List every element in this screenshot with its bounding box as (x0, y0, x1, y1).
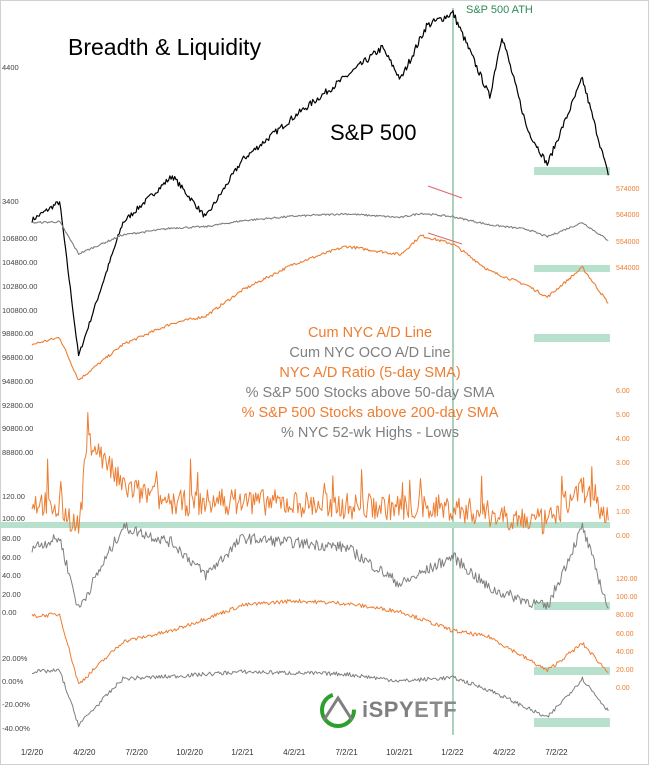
y-tick-right-ratio: 3.00 (616, 460, 630, 467)
y-tick-left-ad: 92800.00 (2, 401, 33, 410)
x-tick-label: 4/2/20 (73, 748, 96, 757)
y-tick-left-ratio: 120.00 (2, 492, 25, 501)
y-tick-right-ratio: 4.00 (616, 436, 630, 443)
x-tick-label: 7/2/22 (545, 748, 568, 757)
ispyetf-logo: iSPYETF (318, 690, 457, 730)
x-tick-label: 7/2/20 (126, 748, 149, 757)
y-tick-left-ad: 100800.00 (2, 306, 37, 315)
sp500-label: S&P 500 (330, 120, 417, 145)
logo-icon (320, 692, 356, 728)
divergence-line (427, 232, 463, 245)
y-tick-right-oco: 554000 (616, 239, 639, 246)
x-tick-label: 10/2/21 (386, 748, 413, 757)
legend-entry: % S&P 500 Stocks above 50-day SMA (245, 385, 495, 401)
support-band (534, 167, 610, 175)
logo-suffix: ETF (414, 697, 458, 722)
x-tick-label: 1/2/21 (231, 748, 254, 757)
y-tick-left-hilo: -20.00% (2, 700, 30, 709)
y-tick-left-hilo: -40.00% (2, 724, 30, 733)
support-band (534, 334, 610, 342)
y-tick-left-ad: 96800.00 (2, 353, 33, 362)
y-tick-left-ad: 98800.00 (2, 329, 33, 338)
y-tick-left-ad: 104800.00 (2, 258, 37, 267)
y-tick-right-pct200: 120.00 (616, 576, 638, 583)
y-tick-right-ratio: 6.00 (616, 388, 630, 395)
support-band (534, 265, 610, 272)
y-tick-left-ad: 94800.00 (2, 377, 33, 386)
y-tick-right-ratio: 1.00 (616, 509, 630, 516)
y-tick-right-pct200: 100.00 (616, 594, 638, 601)
y-tick-left-ad: 90800.00 (2, 424, 33, 433)
y-tick-right-ratio: 5.00 (616, 412, 630, 419)
y-tick-right-pct200: 60.00 (616, 631, 634, 638)
legend-entry: Cum NYC A/D Line (307, 325, 433, 341)
support-band (534, 602, 610, 610)
legend-entry: NYC A/D Ratio (5-day SMA) (279, 365, 461, 381)
support-band (0, 522, 610, 528)
y-tick-right-pct200: 40.00 (616, 649, 634, 656)
y-tick-left-ratio: 100.00 (2, 514, 25, 523)
y-tick-left-hilo: 0.00% (2, 677, 24, 686)
y-tick-right-pct200: 80.00 (616, 612, 634, 619)
y-tick-right-oco: 574000 (616, 186, 639, 193)
y-tick-right-oco: 544000 (616, 265, 639, 272)
y-tick-left-ad: 102800.00 (2, 282, 37, 291)
y-tick-right-pct200: 0.00 (616, 685, 630, 692)
logo-prefix: iSPY (362, 697, 415, 722)
series-line-cum-nyc-oco-a-d-line (31, 212, 609, 255)
x-tick-label: 1/2/22 (441, 748, 464, 757)
y-tick-left-pct50: 80.00 (2, 534, 21, 543)
y-tick-left-pct50: 0.00 (2, 608, 17, 617)
y-tick-left-ad: 106800.00 (2, 234, 37, 243)
series-line-nyc-a-d-ratio-5-day-sma (31, 412, 609, 535)
x-tick-label: 10/2/20 (176, 748, 203, 757)
legend-entry: Cum NYC OCO A/D Line (289, 345, 451, 361)
y-tick-left-pct50: 60.00 (2, 553, 21, 562)
x-tick-label: 4/2/22 (493, 748, 516, 757)
y-tick-right-pct200: 20.00 (616, 667, 634, 674)
x-tick-label: 4/2/21 (283, 748, 306, 757)
legend-entry: % NYC 52-wk Highs - Lows (280, 425, 460, 441)
y-tick-right-ratio: 0.00 (616, 533, 630, 540)
x-tick-label: 7/2/21 (335, 748, 358, 757)
support-band (534, 667, 610, 675)
y-tick-left-sp500: 4400 (2, 63, 19, 72)
legend-entry: % S&P 500 Stocks above 200-day SMA (241, 405, 499, 421)
support-band (534, 718, 610, 727)
ath-label: S&P 500 ATH (466, 4, 533, 16)
series-line-cum-nyc-a-d-line (31, 234, 609, 381)
chart-title: Breadth & Liquidity (68, 34, 262, 60)
series-line-s-p-500-stocks-above-200-day-sma (31, 598, 609, 684)
y-tick-left-pct50: 20.00 (2, 590, 21, 599)
y-tick-left-sp500: 3400 (2, 197, 19, 206)
series-line-s-p-500 (31, 9, 609, 357)
y-tick-right-ratio: 2.00 (616, 485, 630, 492)
divergence-line (427, 185, 463, 199)
x-tick-label: 1/2/20 (21, 748, 44, 757)
y-tick-left-hilo: 20.00% (2, 654, 28, 663)
y-tick-left-ad: 88800.00 (2, 448, 33, 457)
series-line-s-p-500-stocks-above-50-day-sma (31, 522, 609, 610)
y-tick-left-pct50: 40.00 (2, 571, 21, 580)
y-tick-right-oco: 564000 (616, 212, 639, 219)
series-line-nyc-52-wk-highs-lows (31, 668, 609, 728)
